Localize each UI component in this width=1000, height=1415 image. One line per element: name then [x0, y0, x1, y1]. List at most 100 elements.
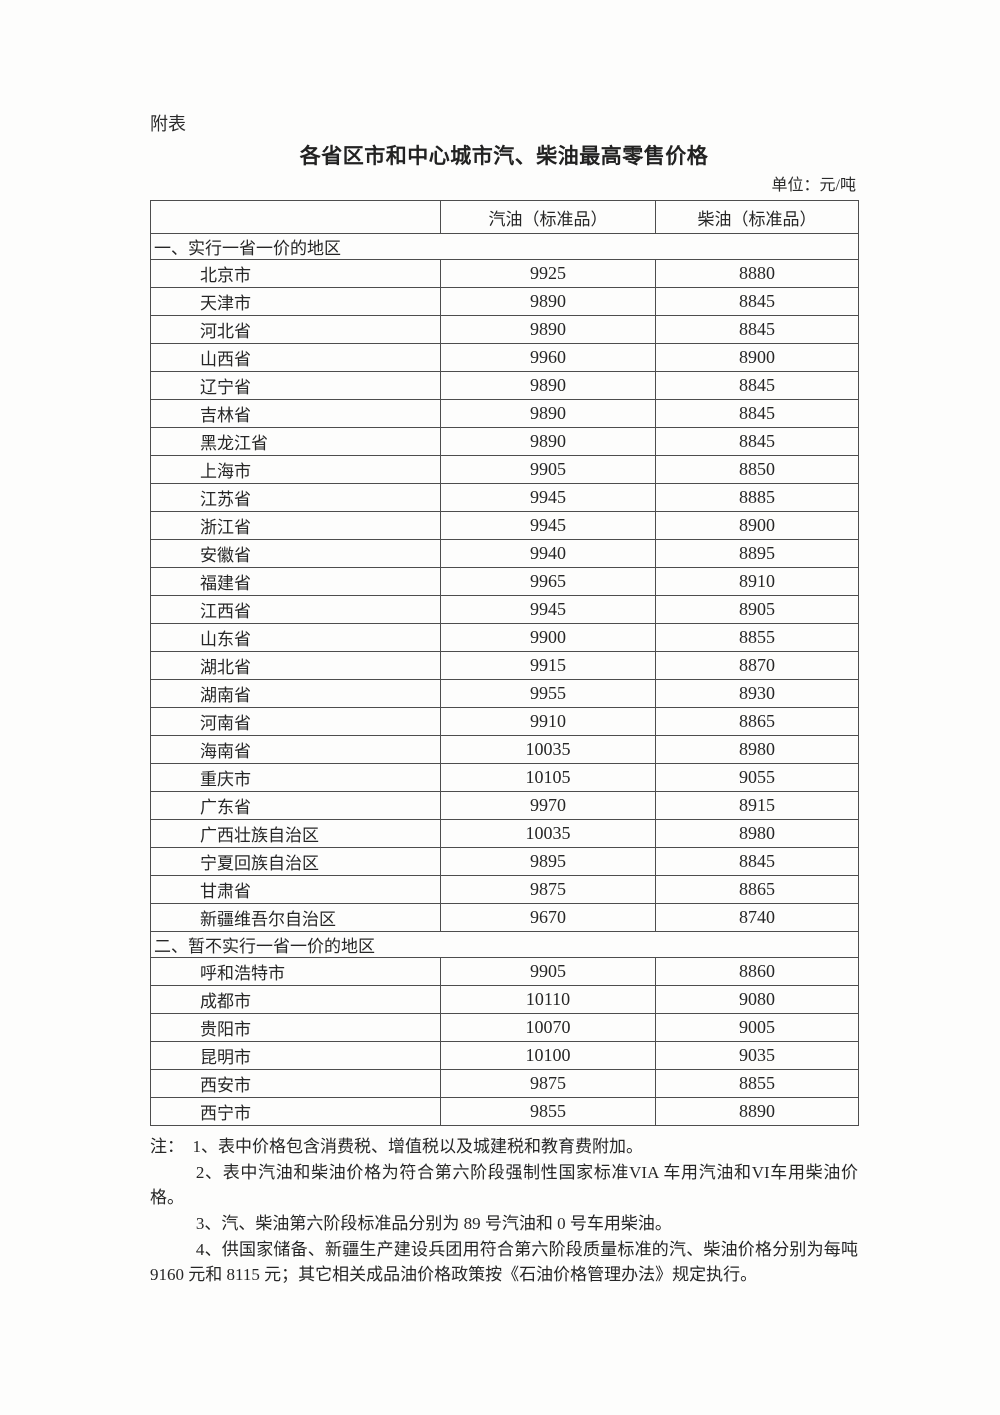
diesel-price-cell: 8845	[655, 315, 859, 344]
diesel-price-cell: 8880	[655, 259, 859, 288]
table-row: 广东省 9970 8915	[150, 791, 859, 820]
diesel-price-cell: 8865	[655, 875, 859, 904]
table-row: 湖南省 9955 8930	[150, 679, 859, 708]
fuel-price-table: 汽油（标准品） 柴油（标准品） 一、实行一省一价的地区 北京市 9925 8880 天津…	[150, 200, 859, 1126]
table-row: 吉林省 9890 8845	[150, 399, 859, 428]
gasoline-price-cell: 10035	[440, 819, 656, 848]
document-content: 附表 各省区市和中心城市汽、柴油最高零售价格 单位：元/吨 汽油（标准品） 柴油…	[150, 112, 859, 1288]
region-name-cell: 江苏省	[150, 483, 441, 512]
note-line: 4、供国家储备、新疆生产建设兵团用符合第六阶段质量标准的汽、柴油价格分别为每吨 …	[150, 1240, 863, 1284]
diesel-price-cell: 8845	[655, 371, 859, 400]
section-header-row: 一、实行一省一价的地区	[150, 233, 859, 260]
diesel-price-cell: 8860	[655, 957, 859, 986]
diesel-price-cell: 8855	[655, 623, 859, 652]
page-title: 各省区市和中心城市汽、柴油最高零售价格	[299, 145, 709, 168]
diesel-price-cell: 8890	[655, 1097, 859, 1126]
diesel-price-cell: 9035	[655, 1041, 859, 1070]
table-row: 重庆市 10105 9055	[150, 763, 859, 792]
gasoline-price-cell: 9890	[440, 427, 656, 456]
column-header-diesel: 柴油（标准品）	[655, 200, 859, 234]
gasoline-price-cell: 10035	[440, 735, 656, 764]
table-row: 天津市 9890 8845	[150, 287, 859, 316]
gasoline-price-cell: 9925	[440, 259, 656, 288]
appendix-label: 附表	[150, 114, 186, 134]
diesel-price-cell: 8845	[655, 847, 859, 876]
region-name-cell: 广东省	[150, 791, 441, 820]
gasoline-price-cell: 10105	[440, 763, 656, 792]
region-name-cell: 湖北省	[150, 651, 441, 680]
gasoline-price-cell: 10070	[440, 1013, 656, 1042]
region-name-cell: 宁夏回族自治区	[150, 847, 441, 876]
gasoline-price-cell: 9890	[440, 399, 656, 428]
diesel-price-cell: 9055	[655, 763, 859, 792]
diesel-price-cell: 8930	[655, 679, 859, 708]
gasoline-price-cell: 9905	[440, 455, 656, 484]
column-header-region	[150, 200, 441, 234]
table-row: 甘肃省 9875 8865	[150, 875, 859, 904]
table-row: 广西壮族自治区 10035 8980	[150, 819, 859, 848]
region-name-cell: 山东省	[150, 623, 441, 652]
region-name-cell: 新疆维吾尔自治区	[150, 903, 441, 932]
diesel-price-cell: 8900	[655, 511, 859, 540]
gasoline-price-cell: 9970	[440, 791, 656, 820]
region-name-cell: 辽宁省	[150, 371, 441, 400]
region-name-cell: 成都市	[150, 985, 441, 1014]
table-row: 呼和浩特市 9905 8860	[150, 957, 859, 986]
gasoline-price-cell: 9960	[440, 343, 656, 372]
table-row: 新疆维吾尔自治区 9670 8740	[150, 903, 859, 932]
diesel-price-cell: 9005	[655, 1013, 859, 1042]
table-row: 北京市 9925 8880	[150, 259, 859, 288]
region-name-cell: 河南省	[150, 707, 441, 736]
diesel-price-cell: 8845	[655, 287, 859, 316]
region-name-cell: 黑龙江省	[150, 427, 441, 456]
table-row: 湖北省 9915 8870	[150, 651, 859, 680]
diesel-price-cell: 8915	[655, 791, 859, 820]
gasoline-price-cell: 9910	[440, 707, 656, 736]
table-header-row: 汽油（标准品） 柴油（标准品）	[150, 200, 859, 234]
table-row: 西安市 9875 8855	[150, 1069, 859, 1098]
region-name-cell: 山西省	[150, 343, 441, 372]
table-row: 辽宁省 9890 8845	[150, 371, 859, 400]
section-header-row: 二、暂不实行一省一价的地区	[150, 931, 859, 958]
diesel-price-cell: 9080	[655, 985, 859, 1014]
table-row: 江西省 9945 8905	[150, 595, 859, 624]
table-row: 宁夏回族自治区 9895 8845	[150, 847, 859, 876]
gasoline-price-cell: 9945	[440, 595, 656, 624]
region-name-cell: 河北省	[150, 315, 441, 344]
region-name-cell: 广西壮族自治区	[150, 819, 441, 848]
gasoline-price-cell: 9915	[440, 651, 656, 680]
gasoline-price-cell: 9955	[440, 679, 656, 708]
diesel-price-cell: 8910	[655, 567, 859, 596]
gasoline-price-cell: 9855	[440, 1097, 656, 1126]
diesel-price-cell: 8870	[655, 651, 859, 680]
table-row: 贵阳市 10070 9005	[150, 1013, 859, 1042]
gasoline-price-cell: 9890	[440, 315, 656, 344]
table-row: 西宁市 9855 8890	[150, 1097, 859, 1126]
region-name-cell: 甘肃省	[150, 875, 441, 904]
region-name-cell: 上海市	[150, 455, 441, 484]
region-name-cell: 西宁市	[150, 1097, 441, 1126]
gasoline-price-cell: 9875	[440, 1069, 656, 1098]
notes-block: 注： 1、表中价格包含消费税、增值税以及城建税和教育费附加。 2、表中汽油和柴油价…	[150, 1134, 858, 1287]
gasoline-price-cell: 9670	[440, 903, 656, 932]
diesel-price-cell: 8850	[655, 455, 859, 484]
gasoline-price-cell: 9890	[440, 287, 656, 316]
region-name-cell: 吉林省	[150, 399, 441, 428]
diesel-price-cell: 8845	[655, 399, 859, 428]
diesel-price-cell: 8980	[655, 819, 859, 848]
table-row: 黑龙江省 9890 8845	[150, 427, 859, 456]
table-row: 福建省 9965 8910	[150, 567, 859, 596]
region-name-cell: 福建省	[150, 567, 441, 596]
note-line: 2、表中汽油和柴油价格为符合第六阶段强制性国家标准VIA 车用汽油和VI车用柴油…	[150, 1163, 858, 1207]
table-row: 成都市 10110 9080	[150, 985, 859, 1014]
gasoline-price-cell: 9905	[440, 957, 656, 986]
region-name-cell: 湖南省	[150, 679, 441, 708]
diesel-price-cell: 8900	[655, 343, 859, 372]
region-name-cell: 安徽省	[150, 539, 441, 568]
region-name-cell: 海南省	[150, 735, 441, 764]
note-line: 注： 1、表中价格包含消费税、增值税以及城建税和教育费附加。	[150, 1137, 643, 1156]
region-name-cell: 浙江省	[150, 511, 441, 540]
table-row: 安徽省 9940 8895	[150, 539, 859, 568]
gasoline-price-cell: 10100	[440, 1041, 656, 1070]
